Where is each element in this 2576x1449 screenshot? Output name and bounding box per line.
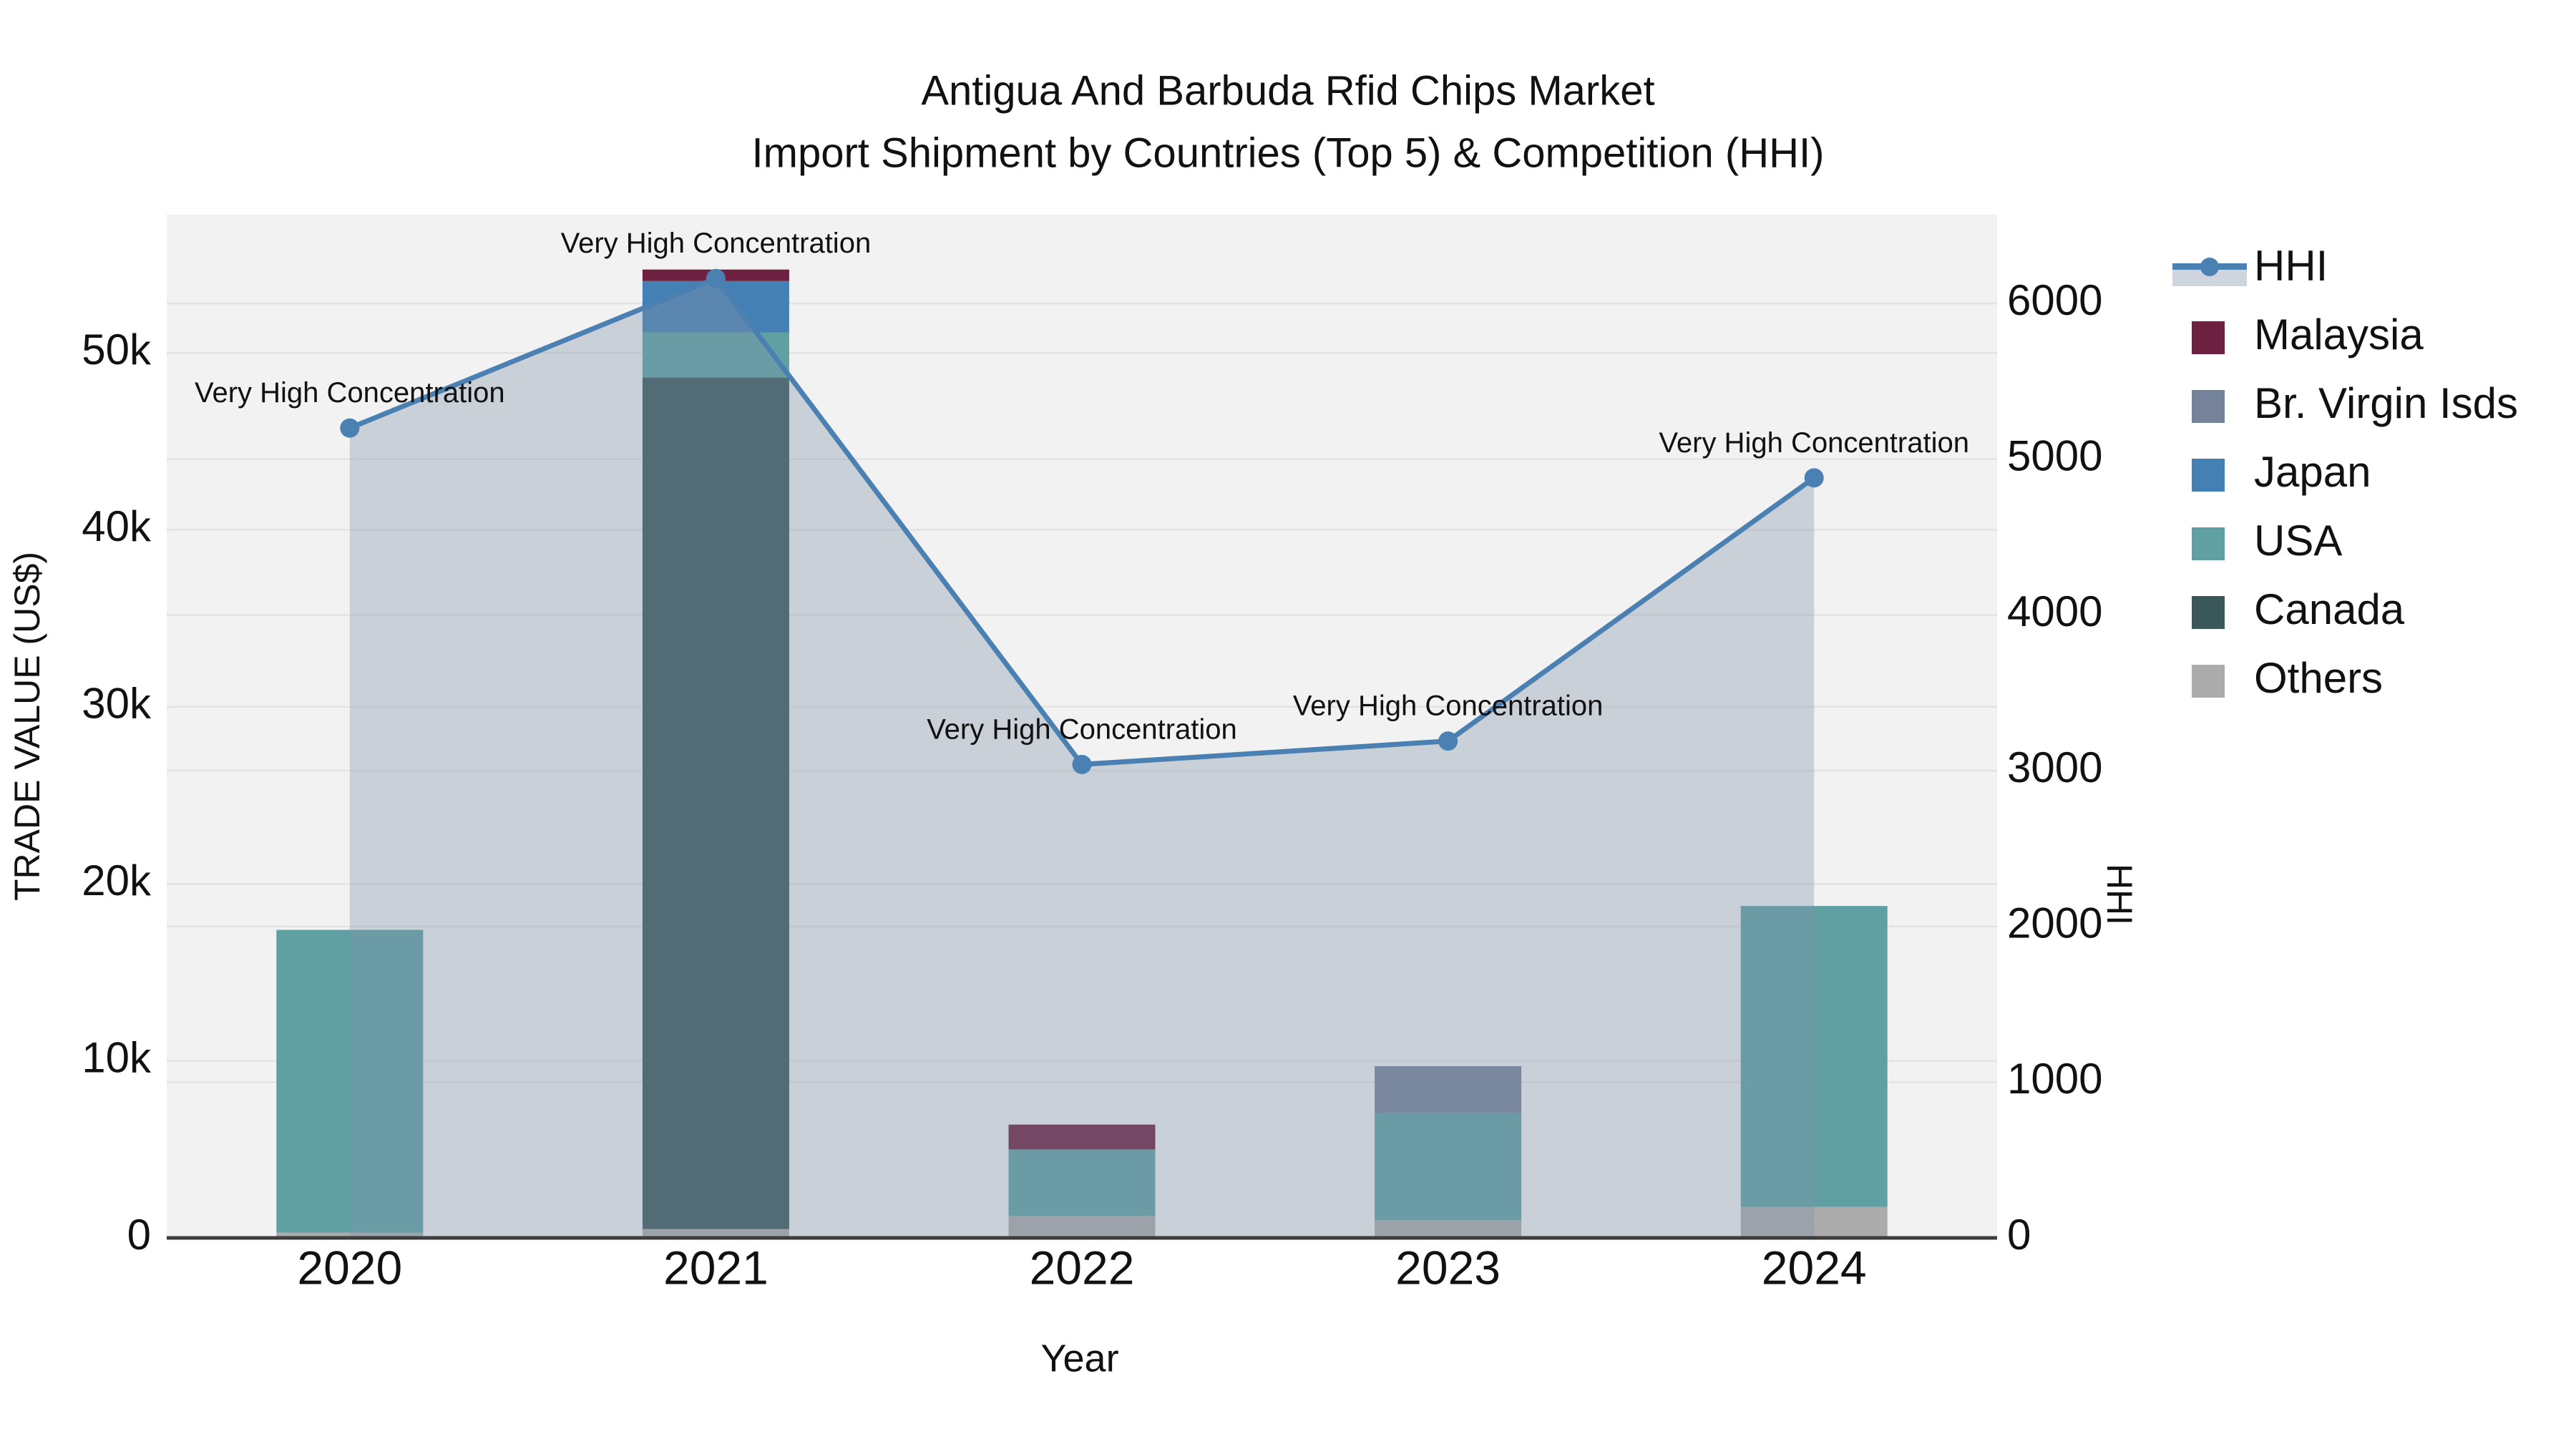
right-tick-6000: 6000 bbox=[2007, 276, 2102, 324]
legend-label: Malaysia bbox=[2254, 311, 2424, 358]
legend: HHI Malaysia Br. Virgin Isds Japan USA Canada… bbox=[2172, 242, 2518, 702]
x-tick-2023: 2023 bbox=[1395, 1241, 1501, 1294]
legend-item-br-virgin-isds: Br. Virgin Isds bbox=[2192, 379, 2518, 427]
plot-area bbox=[167, 215, 1997, 1238]
hhi-area-fill bbox=[349, 278, 1815, 1238]
legend-swatch bbox=[2192, 596, 2225, 629]
hhi-marker-2024 bbox=[1804, 468, 1824, 488]
left-tick-10k: 10k bbox=[82, 1033, 152, 1081]
legend-item-others: Others bbox=[2192, 654, 2383, 702]
x-axis-ticks: 2020 2021 2022 2023 2024 bbox=[297, 1241, 1866, 1294]
annotation-2023: Very High Concentration bbox=[1293, 691, 1604, 722]
legend-label: HHI bbox=[2254, 242, 2328, 290]
legend-item-hhi: HHI bbox=[2172, 242, 2328, 290]
chart-title: Antigua And Barbuda Rfid Chips Market bbox=[921, 67, 1654, 114]
hhi-marker-2022 bbox=[1072, 754, 1092, 774]
bar-segment-malaysia-2022 bbox=[1008, 1124, 1156, 1150]
legend-item-malaysia: Malaysia bbox=[2192, 311, 2424, 358]
annotation-2024: Very High Concentration bbox=[1659, 427, 1969, 459]
legend-swatch bbox=[2192, 527, 2225, 560]
x-tick-2022: 2022 bbox=[1030, 1241, 1135, 1294]
left-y-axis-label: TRADE VALUE (US$) bbox=[7, 552, 47, 901]
right-tick-4000: 4000 bbox=[2007, 587, 2102, 635]
legend-hhi-marker-sample bbox=[2200, 258, 2219, 276]
hhi-area bbox=[349, 278, 1815, 1238]
x-tick-2020: 2020 bbox=[297, 1241, 402, 1294]
legend-swatch bbox=[2192, 321, 2225, 354]
left-tick-20k: 20k bbox=[82, 857, 152, 904]
left-tick-0: 0 bbox=[127, 1211, 151, 1259]
right-tick-1000: 1000 bbox=[2007, 1055, 2102, 1103]
annotation-2022: Very High Concentration bbox=[927, 713, 1237, 745]
left-axis-ticks: 0 10k 20k 30k 40k 50k bbox=[82, 326, 152, 1259]
legend-swatch bbox=[2192, 459, 2225, 492]
x-tick-2021: 2021 bbox=[663, 1241, 769, 1294]
right-axis-ticks: 0 1000 2000 3000 4000 5000 6000 bbox=[2007, 276, 2102, 1259]
stacked-bars bbox=[276, 269, 1888, 1238]
legend-label: Br. Virgin Isds bbox=[2254, 379, 2518, 427]
hhi-marker-2023 bbox=[1438, 731, 1458, 751]
annotation-2020: Very High Concentration bbox=[195, 377, 505, 409]
bar-segment-japan-2021 bbox=[642, 280, 789, 333]
hhi-marker-2021 bbox=[706, 268, 726, 288]
legend-label: Canada bbox=[2254, 585, 2405, 633]
bar-segment-br-virgin-isds-2023 bbox=[1375, 1066, 1522, 1113]
x-axis-label: Year bbox=[1040, 1337, 1118, 1380]
gridlines bbox=[167, 302, 1997, 1083]
bar-segment-usa-2022 bbox=[1008, 1149, 1156, 1216]
bar-segment-others-2022 bbox=[1008, 1216, 1156, 1238]
annotations: Very High Concentration Very High Concent… bbox=[195, 228, 1969, 745]
right-tick-0: 0 bbox=[2007, 1211, 2031, 1259]
bar-segment-usa-2024 bbox=[1740, 906, 1888, 1207]
legend-item-canada: Canada bbox=[2192, 585, 2405, 633]
legend-swatch bbox=[2192, 390, 2225, 423]
legend-label: USA bbox=[2254, 517, 2342, 565]
bar-segment-usa-2023 bbox=[1375, 1113, 1522, 1221]
left-tick-30k: 30k bbox=[82, 680, 152, 728]
bar-segment-others-2024 bbox=[1740, 1206, 1888, 1238]
right-tick-3000: 3000 bbox=[2007, 743, 2102, 791]
bar-segment-others-2023 bbox=[1375, 1220, 1522, 1238]
left-tick-40k: 40k bbox=[82, 502, 152, 550]
bar-segment-canada-2021 bbox=[642, 377, 789, 1229]
legend-item-japan: Japan bbox=[2192, 448, 2371, 496]
right-tick-2000: 2000 bbox=[2007, 899, 2102, 947]
right-y-axis-label: HHI bbox=[2099, 864, 2140, 925]
hhi-markers bbox=[340, 268, 1824, 774]
annotation-2021: Very High Concentration bbox=[561, 228, 872, 259]
hhi-marker-2020 bbox=[340, 418, 360, 438]
bar-segment-others-2020 bbox=[276, 1232, 424, 1238]
legend-label: Japan bbox=[2254, 448, 2371, 496]
legend-swatch bbox=[2192, 665, 2225, 698]
bar-segment-others-2021 bbox=[642, 1229, 789, 1238]
x-tick-2024: 2024 bbox=[1762, 1241, 1867, 1294]
right-tick-5000: 5000 bbox=[2007, 432, 2102, 480]
bar-segment-usa-2020 bbox=[276, 930, 424, 1233]
legend-item-usa: USA bbox=[2192, 517, 2342, 565]
chart-subtitle: Import Shipment by Countries (Top 5) & C… bbox=[752, 130, 1825, 176]
left-tick-50k: 50k bbox=[82, 326, 152, 374]
legend-label: Others bbox=[2254, 654, 2383, 702]
